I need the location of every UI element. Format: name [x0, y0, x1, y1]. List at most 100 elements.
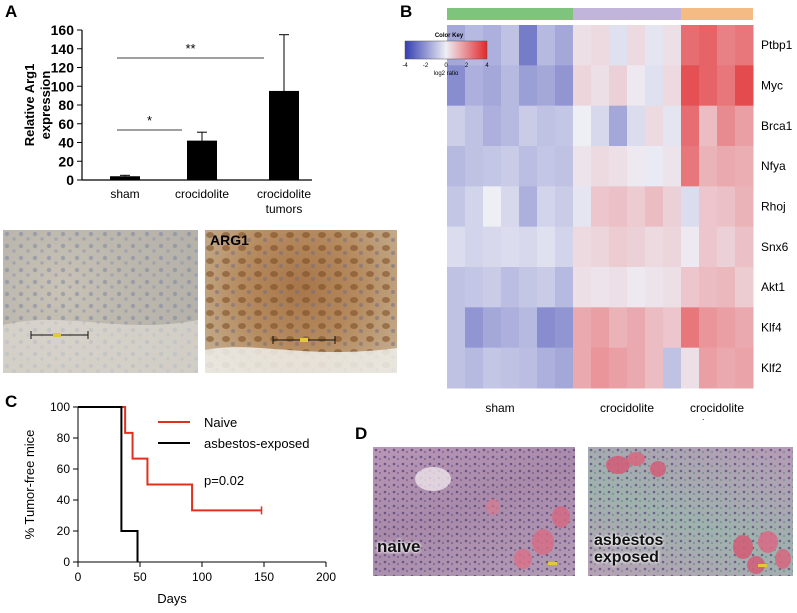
heatmap-cell — [573, 226, 592, 268]
heatmap-cell — [447, 267, 466, 308]
row-label: Myc — [761, 79, 783, 93]
heatmap-cell — [465, 186, 484, 228]
heatmap-cell — [447, 105, 466, 147]
y-tick-label: 0 — [63, 555, 70, 569]
legend-label-2: asbestos-exposed — [204, 436, 310, 451]
heatmap-cell — [735, 226, 754, 268]
row-label: Snx6 — [761, 240, 789, 254]
heatmap-cell — [717, 186, 736, 228]
row-label: Ptbp1 — [761, 38, 793, 52]
heatmap-cell — [645, 347, 664, 389]
legend-label-1: Naive — [204, 415, 237, 430]
heatmap-cell — [645, 307, 664, 349]
heatmap-cell — [573, 65, 592, 107]
heatmap-cell — [663, 267, 682, 308]
y-tick-label: 40 — [58, 135, 74, 151]
group-bar-2 — [573, 8, 681, 20]
heatmap-cell — [537, 186, 556, 228]
heatmap-cell — [501, 307, 520, 349]
heatmap-cell — [537, 307, 556, 349]
heatmap-cell — [681, 65, 700, 107]
significance-label: * — [147, 113, 152, 128]
heatmap-cell — [591, 267, 610, 308]
panel-letter-c: C — [5, 392, 18, 411]
micrograph-sham — [3, 230, 198, 373]
heatmap-cell — [735, 65, 754, 107]
heatmap-cell — [681, 186, 700, 228]
significance-label: ** — [185, 41, 195, 56]
heatmap-cell — [699, 25, 718, 66]
y-tick-label: 120 — [51, 60, 75, 76]
bar-2 — [187, 140, 217, 180]
x-tick-label: 150 — [254, 570, 274, 584]
heatmap-cell — [609, 25, 628, 66]
heatmap-cell — [627, 25, 646, 66]
heatmap-cell — [591, 347, 610, 389]
heatmap-cell — [465, 105, 484, 147]
heatmap-cell — [627, 186, 646, 228]
heatmap-cell — [573, 307, 592, 349]
color-key-tick: 2 — [465, 63, 469, 69]
heatmap-cell — [699, 105, 718, 147]
heatmap-cell — [717, 226, 736, 268]
heatmap-cell — [627, 146, 646, 187]
heatmap-cell — [645, 105, 664, 147]
heatmap-cell — [699, 186, 718, 228]
row-label: Brca1 — [761, 119, 793, 133]
heatmap-cell — [573, 186, 592, 228]
heatmap-cell — [717, 146, 736, 187]
x-tick-label: 200 — [316, 570, 336, 584]
heatmap-cell — [483, 105, 502, 147]
y-tick-label: 100 — [51, 78, 75, 94]
series-line-1 — [78, 406, 262, 512]
group-label: tumor — [702, 416, 733, 420]
x-category-label: sham — [110, 187, 139, 201]
asbestos-exposed-label-line-1: asbestos — [594, 532, 664, 549]
y-tick-label: 80 — [57, 431, 71, 445]
heatmap-cell — [681, 307, 700, 349]
row-label: Nfya — [761, 159, 786, 173]
heatmap-cell — [663, 186, 682, 228]
heatmap-cell — [735, 307, 754, 349]
heatmap-cell — [663, 65, 682, 107]
group-bar-3 — [681, 8, 753, 20]
heatmap-cell — [555, 146, 574, 187]
y-tick-label: 60 — [57, 462, 71, 476]
y-tick-label: 60 — [58, 116, 74, 132]
heatmap-cell — [519, 186, 538, 228]
arg1-stain-label: ARG1 — [210, 232, 249, 248]
y-axis-label-line: Relative Arg1 — [22, 64, 37, 147]
group-bar-1 — [447, 8, 573, 20]
y-tick-label: 0 — [66, 172, 74, 188]
heatmap-cell — [699, 65, 718, 107]
heatmap-cell — [591, 146, 610, 187]
heatmap-cell — [483, 347, 502, 389]
heatmap-cell — [663, 146, 682, 187]
heatmap-cell — [555, 65, 574, 107]
color-key-tick: -2 — [423, 63, 429, 69]
micrograph-exposed-texture — [588, 447, 793, 576]
heatmap-cell — [591, 65, 610, 107]
y-tick-label: 80 — [58, 97, 74, 113]
heatmap-cell — [735, 186, 754, 228]
color-key-bar — [404, 40, 488, 60]
heatmap-cell — [681, 267, 700, 308]
y-axis-label: % Tumor-free mice — [22, 430, 37, 540]
row-label: Akt1 — [761, 280, 785, 294]
color-key-tick: 0 — [444, 63, 448, 69]
heatmap-cell — [663, 347, 682, 389]
heatmap-cell — [501, 105, 520, 147]
heatmap-cell — [483, 186, 502, 228]
heatmap-cell — [681, 25, 700, 66]
heatmap-cell — [483, 146, 502, 187]
x-tick-label: 50 — [133, 570, 147, 584]
heatmap-cell — [663, 105, 682, 147]
heatmap-cell — [645, 186, 664, 228]
heatmap-cell — [609, 307, 628, 349]
heatmap-cell — [519, 146, 538, 187]
heatmap-cell — [447, 146, 466, 187]
heatmap-cell — [555, 347, 574, 389]
heatmap-cell — [609, 267, 628, 308]
heatmap-cell — [537, 146, 556, 187]
x-tick-label: 0 — [75, 570, 82, 584]
